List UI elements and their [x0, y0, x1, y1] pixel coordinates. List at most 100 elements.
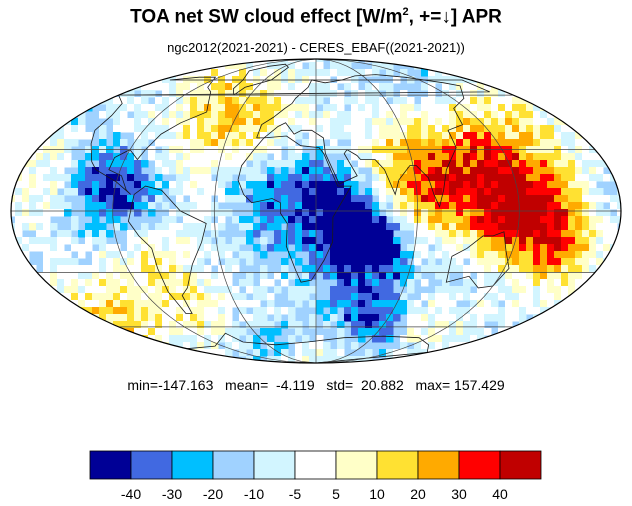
field-cell: [106, 244, 114, 252]
field-cell: [554, 188, 562, 196]
field-cell: [85, 356, 93, 363]
field-cell: [120, 83, 128, 91]
field-cell: [274, 139, 282, 147]
field-cell: [407, 265, 415, 273]
field-cell: [15, 230, 23, 238]
field-cell: [197, 314, 205, 322]
field-cell: [589, 251, 597, 259]
field-cell: [330, 104, 338, 112]
field-cell: [540, 202, 548, 210]
field-cell: [561, 62, 569, 70]
field-cell: [78, 321, 86, 329]
field-cell: [197, 59, 205, 63]
field-cell: [148, 307, 156, 315]
field-cell: [29, 279, 37, 287]
field-cell: [190, 335, 198, 343]
field-cell: [505, 335, 513, 343]
field-cell: [547, 328, 555, 336]
field-cell: [190, 223, 198, 231]
field-cell: [526, 286, 534, 294]
field-cell: [232, 265, 240, 273]
field-cell: [78, 118, 86, 126]
field-cell: [323, 258, 331, 266]
field-cell: [78, 293, 86, 301]
field-cell: [435, 251, 443, 259]
field-cell: [603, 223, 611, 231]
field-cell: [204, 195, 212, 203]
field-cell: [512, 272, 520, 280]
field-cell: [113, 265, 121, 273]
field-cell: [624, 279, 632, 287]
field-cell: [218, 209, 226, 217]
field-cell: [533, 223, 541, 231]
field-cell: [120, 125, 128, 133]
field-cell: [435, 97, 443, 105]
field-cell: [435, 286, 443, 294]
field-cell: [379, 349, 387, 357]
field-cell: [344, 118, 352, 126]
field-cell: [337, 160, 345, 168]
field-cell: [372, 97, 380, 105]
field-cell: [470, 118, 478, 126]
field-cell: [470, 216, 478, 224]
field-cell: [512, 97, 520, 105]
field-cell: [400, 335, 408, 343]
field-cell: [197, 209, 205, 217]
field-cell: [617, 349, 621, 357]
field-cell: [134, 202, 142, 210]
field-cell: [85, 83, 93, 91]
field-cell: [43, 342, 51, 350]
field-cell: [218, 104, 226, 112]
field-cell: [421, 279, 429, 287]
field-cell: [582, 223, 590, 231]
field-cell: [610, 111, 618, 119]
field-cell: [337, 300, 345, 308]
field-cell: [113, 69, 121, 77]
field-cell: [554, 258, 562, 266]
field-cell: [36, 125, 44, 133]
field-cell: [29, 216, 37, 224]
field-cell: [57, 174, 65, 182]
field-cell: [505, 307, 513, 315]
field-cell: [407, 59, 415, 63]
field-cell: [176, 244, 184, 252]
field-cell: [463, 272, 471, 280]
field-cell: [176, 314, 184, 322]
field-cell: [365, 188, 373, 196]
field-cell: [498, 335, 506, 343]
field-cell: [71, 363, 79, 371]
field-cell: [113, 83, 121, 91]
map-border: [10, 58, 622, 364]
field-cell: [540, 174, 548, 182]
field-cell: [113, 272, 121, 280]
field-cell: [351, 293, 359, 301]
field-cell: [43, 195, 51, 203]
field-cell: [204, 342, 212, 350]
field-cell: [197, 251, 205, 259]
field-cell: [344, 181, 352, 189]
field-cell: [204, 251, 212, 259]
field-cell: [547, 97, 555, 105]
field-cell: [568, 202, 576, 210]
field-cell: [295, 328, 303, 336]
field-cell: [365, 216, 373, 224]
field-cell: [337, 279, 345, 287]
field-cell: [561, 237, 569, 245]
field-cell: [435, 160, 443, 168]
field-cell: [211, 300, 219, 308]
field-cell: [120, 307, 128, 315]
field-cell: [561, 265, 569, 273]
field-cell: [337, 125, 345, 133]
field-cell: [295, 174, 303, 182]
field-cell: [421, 111, 429, 119]
field-cell: [169, 307, 177, 315]
field-cell: [421, 132, 429, 140]
field-cell: [190, 216, 198, 224]
field-cell: [589, 174, 597, 182]
field-cell: [78, 286, 86, 294]
field-cell: [428, 125, 436, 133]
field-cell: [330, 314, 338, 322]
field-cell: [218, 286, 226, 294]
field-cell: [379, 195, 387, 203]
field-cell: [169, 314, 177, 322]
